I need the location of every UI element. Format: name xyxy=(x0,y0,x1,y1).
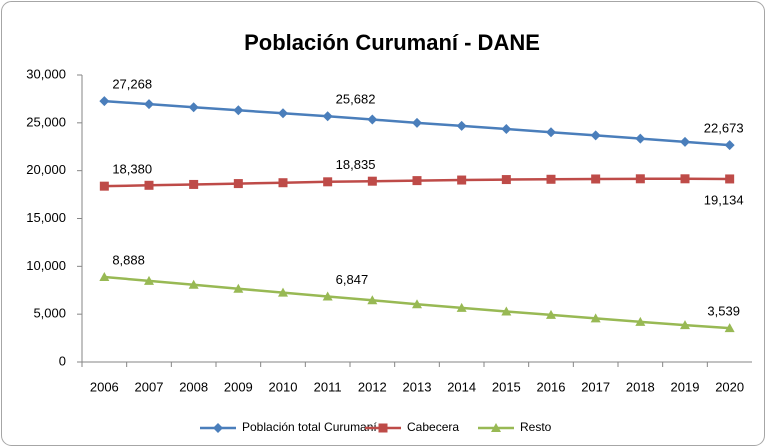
legend-label: Resto xyxy=(520,420,552,434)
x-tick-label: 2011 xyxy=(314,379,342,394)
marker xyxy=(278,178,288,188)
marker xyxy=(635,133,646,144)
marker xyxy=(725,174,735,184)
legend-label: Población total Curumaní xyxy=(242,420,377,434)
marker xyxy=(590,313,601,323)
marker xyxy=(322,291,333,301)
marker xyxy=(501,124,512,135)
data-label: 18,380 xyxy=(112,162,152,177)
marker xyxy=(724,323,735,333)
data-label: 8,888 xyxy=(112,252,145,267)
legend-label: Cabecera xyxy=(407,420,459,434)
marker xyxy=(680,174,690,184)
marker xyxy=(233,283,244,293)
x-tick-label: 2013 xyxy=(403,379,432,394)
marker xyxy=(99,181,109,191)
marker xyxy=(680,136,690,147)
x-tick-label: 2007 xyxy=(135,379,164,394)
y-tick-label: 20,000 xyxy=(26,162,66,177)
marker xyxy=(456,120,467,131)
marker xyxy=(546,127,556,138)
marker xyxy=(680,320,690,330)
marker xyxy=(546,309,556,319)
marker xyxy=(635,316,646,326)
y-tick-label: 10,000 xyxy=(26,258,66,273)
marker xyxy=(189,179,199,189)
data-label: 19,134 xyxy=(704,192,744,207)
chart-title: Población Curumaní - DANE xyxy=(244,30,540,55)
y-tick-label: 25,000 xyxy=(26,114,66,129)
data-label: 18,835 xyxy=(336,157,376,172)
marker xyxy=(99,96,110,107)
x-tick-label: 2014 xyxy=(447,379,476,394)
marker xyxy=(412,176,422,186)
y-tick-label: 0 xyxy=(59,353,66,368)
marker xyxy=(213,423,223,433)
marker xyxy=(635,174,645,184)
marker xyxy=(501,175,511,185)
data-label: 27,268 xyxy=(112,77,152,92)
marker xyxy=(323,177,333,187)
marker xyxy=(144,180,154,190)
x-tick-label: 2019 xyxy=(671,379,700,394)
x-tick-label: 2010 xyxy=(269,379,298,394)
marker xyxy=(278,287,288,297)
marker xyxy=(724,140,735,151)
x-tick-label: 2008 xyxy=(179,379,208,394)
marker xyxy=(233,105,244,116)
marker xyxy=(412,117,422,128)
y-tick-label: 30,000 xyxy=(26,66,66,81)
data-label: 22,673 xyxy=(704,121,744,136)
marker xyxy=(378,423,388,433)
marker xyxy=(412,299,422,309)
y-tick-label: 5,000 xyxy=(33,306,66,321)
marker xyxy=(233,179,243,189)
marker xyxy=(546,174,556,184)
data-label: 25,682 xyxy=(336,92,376,107)
marker xyxy=(591,174,601,184)
x-tick-label: 2009 xyxy=(224,379,253,394)
marker xyxy=(491,423,501,432)
marker xyxy=(367,114,378,125)
marker xyxy=(144,275,154,285)
data-label: 3,539 xyxy=(707,304,740,319)
marker xyxy=(322,111,333,122)
marker xyxy=(590,130,601,141)
marker xyxy=(367,295,378,305)
data-label: 6,847 xyxy=(336,272,369,287)
marker xyxy=(188,279,199,289)
marker xyxy=(501,306,512,316)
marker xyxy=(144,99,154,110)
y-tick-label: 15,000 xyxy=(26,210,66,225)
x-tick-label: 2017 xyxy=(581,379,610,394)
marker xyxy=(456,302,467,312)
x-tick-label: 2012 xyxy=(358,379,387,394)
x-tick-label: 2020 xyxy=(715,379,744,394)
x-tick-label: 2018 xyxy=(626,379,655,394)
marker xyxy=(457,175,467,185)
marker xyxy=(99,271,110,281)
x-tick-label: 2006 xyxy=(90,379,119,394)
x-tick-label: 2016 xyxy=(537,379,566,394)
marker xyxy=(278,108,288,119)
marker xyxy=(367,176,377,186)
marker xyxy=(188,102,199,113)
x-tick-label: 2015 xyxy=(492,379,521,394)
